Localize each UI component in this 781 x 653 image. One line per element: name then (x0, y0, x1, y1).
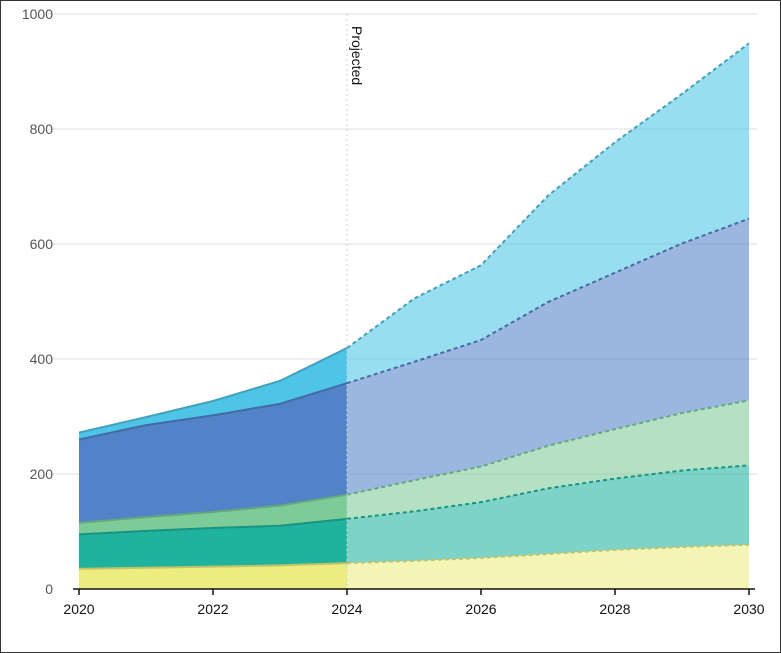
series-areas (79, 43, 749, 589)
y-tick-label: 200 (30, 466, 54, 482)
x-tick-label: 2030 (733, 601, 764, 617)
x-tick-label: 2028 (599, 601, 630, 617)
x-tick-label: 2024 (331, 601, 362, 617)
y-tick-label: 1000 (22, 6, 53, 22)
y-tick-label: 0 (45, 581, 53, 597)
y-tick-label: 400 (30, 351, 54, 367)
projection-label: Projected (349, 26, 365, 85)
y-tick-label: 800 (30, 121, 54, 137)
x-tick-label: 2022 (197, 601, 228, 617)
x-tick-label: 2026 (465, 601, 496, 617)
y-tick-label: 600 (30, 236, 54, 252)
x-tick-label: 2020 (63, 601, 94, 617)
